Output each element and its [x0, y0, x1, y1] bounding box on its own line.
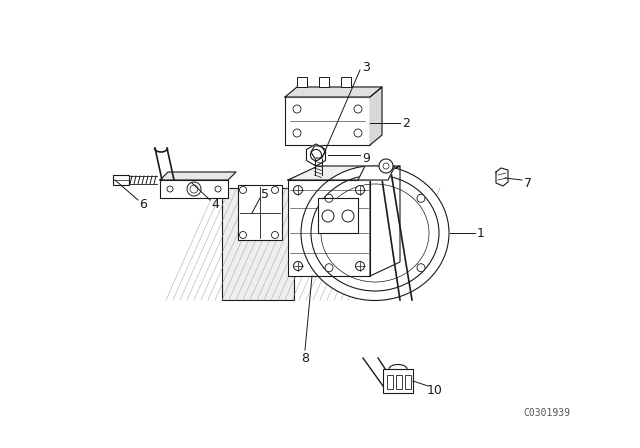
- Text: 7: 7: [524, 177, 532, 190]
- Bar: [341, 77, 351, 87]
- Text: 4: 4: [211, 198, 219, 211]
- Circle shape: [355, 262, 365, 271]
- Text: 3: 3: [362, 60, 370, 73]
- Polygon shape: [160, 172, 236, 180]
- Polygon shape: [358, 166, 395, 180]
- Circle shape: [354, 129, 362, 137]
- Polygon shape: [160, 180, 228, 198]
- Circle shape: [354, 105, 362, 113]
- Circle shape: [239, 232, 246, 238]
- Polygon shape: [311, 146, 325, 158]
- Polygon shape: [288, 180, 370, 276]
- Circle shape: [325, 194, 333, 202]
- Polygon shape: [496, 168, 508, 186]
- Bar: [387, 375, 393, 389]
- Polygon shape: [370, 166, 400, 276]
- Bar: [319, 77, 329, 87]
- Bar: [222, 188, 294, 300]
- Circle shape: [239, 186, 246, 194]
- Circle shape: [294, 262, 303, 271]
- Bar: [405, 375, 411, 389]
- Circle shape: [215, 186, 221, 192]
- Bar: [396, 375, 402, 389]
- Bar: [113, 175, 129, 185]
- Text: 1: 1: [477, 227, 485, 240]
- Bar: [238, 185, 282, 240]
- Circle shape: [271, 186, 278, 194]
- Circle shape: [325, 264, 333, 271]
- Text: 5: 5: [261, 188, 269, 201]
- Text: 8: 8: [301, 352, 309, 365]
- Circle shape: [355, 185, 365, 194]
- Circle shape: [187, 182, 201, 196]
- Circle shape: [293, 129, 301, 137]
- Circle shape: [271, 232, 278, 238]
- Polygon shape: [285, 87, 382, 97]
- Circle shape: [417, 264, 425, 271]
- Text: 9: 9: [362, 151, 370, 164]
- Polygon shape: [318, 198, 358, 233]
- Text: 10: 10: [427, 383, 443, 396]
- Text: C0301939: C0301939: [523, 408, 570, 418]
- Text: 2: 2: [402, 116, 410, 129]
- Bar: [285, 97, 370, 145]
- Polygon shape: [307, 144, 326, 166]
- Text: 6: 6: [139, 198, 147, 211]
- Bar: [383, 369, 413, 393]
- Circle shape: [379, 159, 393, 173]
- Circle shape: [167, 186, 173, 192]
- Bar: [297, 77, 307, 87]
- Circle shape: [417, 194, 425, 202]
- Ellipse shape: [301, 165, 449, 301]
- Circle shape: [294, 185, 303, 194]
- Polygon shape: [370, 87, 382, 145]
- Polygon shape: [288, 166, 400, 180]
- Circle shape: [293, 105, 301, 113]
